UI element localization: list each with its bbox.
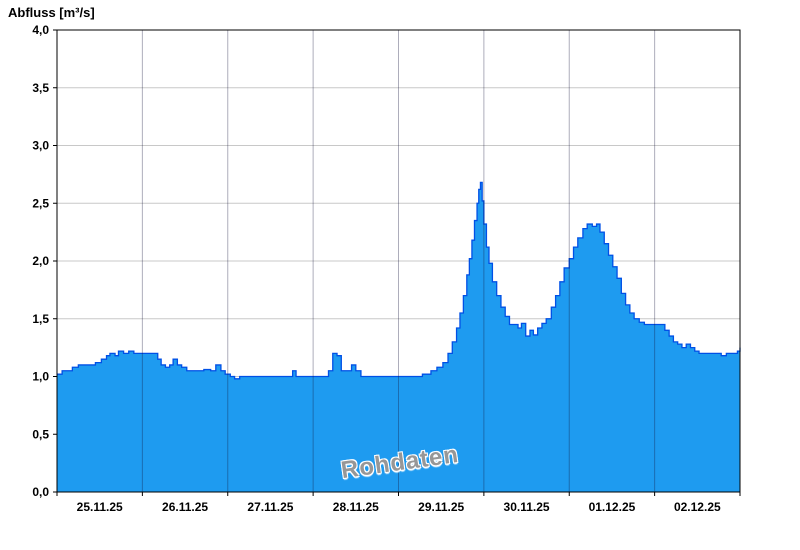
x-tick-label: 29.11.25 bbox=[418, 500, 464, 514]
y-tick-label: 2,0 bbox=[32, 254, 49, 268]
y-tick-label: 3,0 bbox=[32, 139, 49, 153]
y-tick-label: 0,0 bbox=[32, 485, 49, 499]
y-tick-label: 3,5 bbox=[32, 81, 49, 95]
x-tick-label: 01.12.25 bbox=[589, 500, 636, 514]
series-line bbox=[57, 181, 741, 380]
y-tick-label: 0,5 bbox=[32, 427, 49, 441]
x-tick-label: 02.12.25 bbox=[674, 500, 721, 514]
x-tick-label: 27.11.25 bbox=[247, 500, 293, 514]
x-tick-label: 30.11.25 bbox=[504, 500, 550, 514]
y-tick-label: 1,5 bbox=[32, 312, 49, 326]
y-tick-label: 2,5 bbox=[32, 196, 49, 210]
y-axis-title: Abfluss [m³/s] bbox=[8, 5, 95, 20]
x-tick-label: 26.11.25 bbox=[162, 500, 208, 514]
x-tick-label: 28.11.25 bbox=[333, 500, 379, 514]
y-tick-label: 1,0 bbox=[32, 370, 49, 384]
y-tick-label: 4,0 bbox=[32, 23, 49, 37]
x-tick-label: 25.11.25 bbox=[77, 500, 123, 514]
